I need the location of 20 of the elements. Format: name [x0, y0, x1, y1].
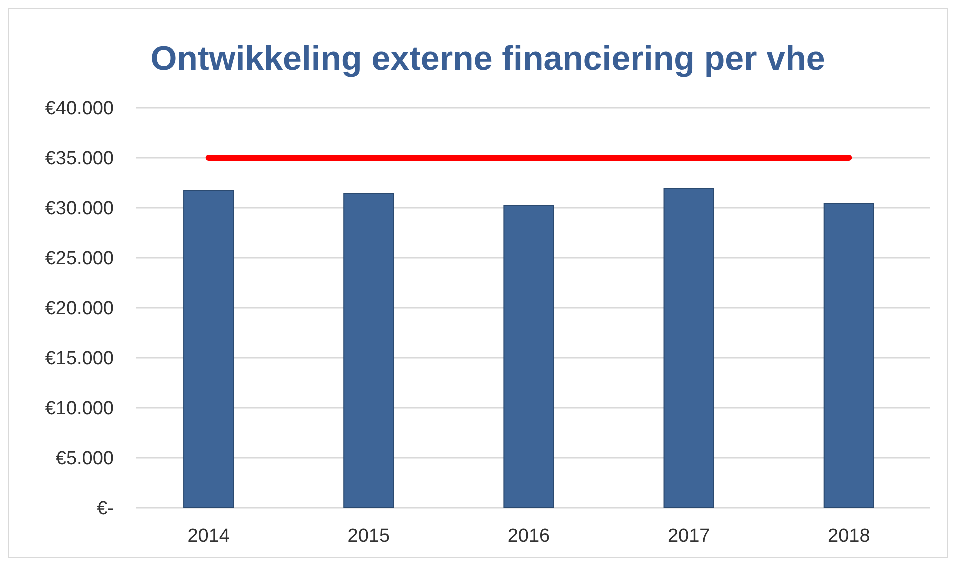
x-tick-label: 2016	[508, 526, 550, 547]
y-tick-label: €40.000	[45, 98, 114, 120]
bar	[344, 194, 394, 508]
y-tick-label: €5.000	[56, 448, 114, 470]
x-tick-label: 2014	[188, 526, 230, 547]
chart-title: Ontwikkeling externe financiering per vhe	[150, 40, 826, 78]
y-tick-label: €15.000	[45, 348, 114, 370]
x-tick-label: 2018	[828, 526, 870, 547]
bar	[664, 188, 714, 508]
bar	[184, 190, 234, 508]
y-tick-label: €10.000	[45, 398, 114, 420]
y-tick-label: €35.000	[45, 148, 114, 170]
x-tick-label: 2017	[668, 526, 710, 547]
y-tick-label: €20.000	[45, 298, 114, 320]
y-tick-label: €30.000	[45, 198, 114, 220]
bar	[504, 206, 554, 508]
x-tick-label: 2015	[348, 526, 390, 547]
y-tick-label: €25.000	[45, 248, 114, 270]
y-tick-label: €-	[97, 498, 114, 520]
bar	[824, 204, 874, 508]
